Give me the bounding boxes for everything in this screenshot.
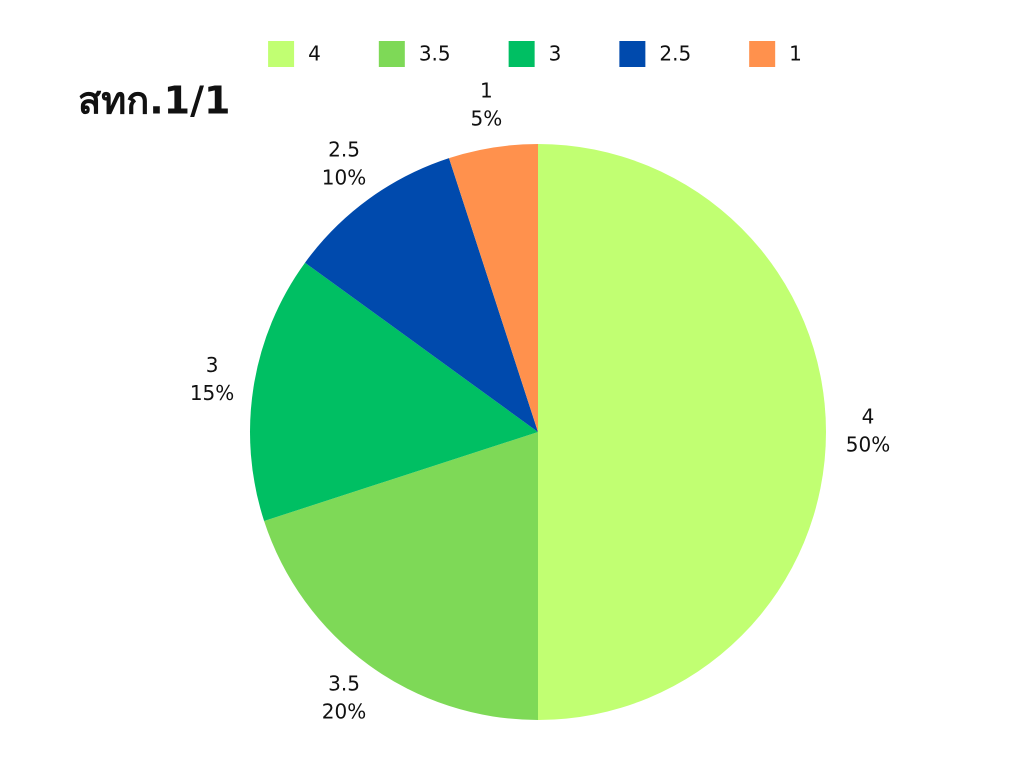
legend-swatch xyxy=(508,41,535,67)
legend-swatch xyxy=(619,41,646,67)
slice-category-label: 2.5 xyxy=(328,138,360,162)
legend-label: 3 xyxy=(549,42,562,66)
slice-category-label: 3 xyxy=(206,353,219,377)
slice-category-label: 3.5 xyxy=(328,671,360,695)
slice-category-label: 4 xyxy=(862,405,875,429)
pie-slice xyxy=(538,144,826,720)
slice-value-label: 20% xyxy=(322,699,366,723)
legend-swatch xyxy=(378,41,405,67)
chart-title: สทก.1/1 xyxy=(78,79,230,123)
legend-label: 4 xyxy=(308,42,321,66)
slice-value-label: 5% xyxy=(471,107,503,131)
pie-slice xyxy=(264,432,538,720)
slice-value-label: 50% xyxy=(846,433,890,457)
slice-value-label: 10% xyxy=(322,166,366,190)
pie-slice xyxy=(250,262,539,521)
slice-category-label: 1 xyxy=(480,79,493,103)
slice-value-label: 15% xyxy=(190,381,234,405)
legend-label: 2.5 xyxy=(659,42,691,66)
legend-label: 3.5 xyxy=(419,42,451,66)
legend-swatch xyxy=(268,41,295,67)
legend-swatch xyxy=(749,41,776,67)
legend-label: 1 xyxy=(789,42,802,66)
pie-slice xyxy=(305,158,538,433)
pie-slice xyxy=(449,144,538,432)
